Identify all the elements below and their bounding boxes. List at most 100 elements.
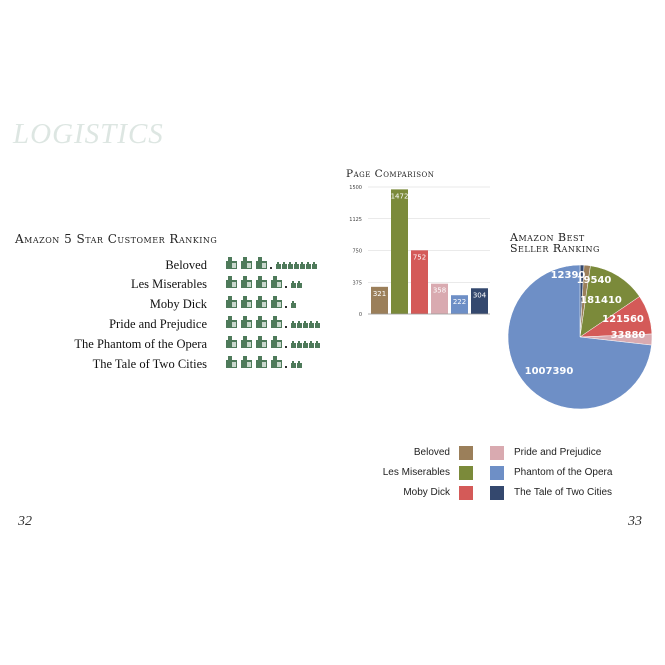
rating-block-icon xyxy=(226,296,237,308)
star-row-label-les-miserables: Les Miserables xyxy=(0,277,207,292)
rating-icons-svg xyxy=(226,335,336,349)
legend-swatch-les-miserables xyxy=(459,466,473,480)
rating-small-icon xyxy=(291,301,296,308)
pie-chart-title: Amazon Best Seller Ranking xyxy=(510,232,600,254)
pie-label-beloved: 19540 xyxy=(577,275,612,286)
rating-small-icon xyxy=(312,262,317,269)
rating-block-icon xyxy=(241,257,252,269)
rating-icons-svg xyxy=(226,355,336,369)
rating-small-icon xyxy=(291,321,296,328)
pie-label-phantom-of-the-opera: 1007390 xyxy=(525,366,574,377)
rating-small-icon xyxy=(309,341,314,348)
rating-separator-dot xyxy=(285,326,287,328)
rating-separator-dot xyxy=(285,346,287,348)
rating-icons-svg xyxy=(226,295,336,309)
rating-small-icon xyxy=(315,341,320,348)
rating-small-icon xyxy=(306,262,311,269)
legend-label-beloved: Beloved xyxy=(330,447,450,458)
rating-block-icon xyxy=(241,296,252,308)
rating-block-icon xyxy=(241,336,252,348)
rating-small-icon xyxy=(309,321,314,328)
rating-small-icon xyxy=(297,321,302,328)
rating-block-icon xyxy=(226,316,237,328)
bar-ytick-label: 1500 xyxy=(349,185,362,191)
page-comparison-bar-chart: 0 375 750 1125 1500 321 1472 752 358 222 304 xyxy=(340,180,495,322)
rating-block-icon xyxy=(226,356,237,368)
rating-block-icon xyxy=(271,296,282,308)
bar-ytick-label: 375 xyxy=(352,280,362,286)
bar-ytick-label: 750 xyxy=(352,249,362,255)
bar-value-label: 222 xyxy=(453,298,466,306)
star-row-label-tale-of-two-cities: The Tale of Two Cities xyxy=(0,357,207,372)
legend-swatch-tale-of-two-cities xyxy=(490,486,504,500)
rating-small-icon xyxy=(291,361,296,368)
rating-block-icon xyxy=(271,336,282,348)
star-row-label-moby-dick: Moby Dick xyxy=(0,297,207,312)
bar-value-label: 1472 xyxy=(391,192,409,200)
rating-small-icon xyxy=(282,262,287,269)
rating-icons-svg xyxy=(226,275,336,289)
rating-block-icon xyxy=(241,316,252,328)
rating-small-icon xyxy=(291,341,296,348)
legend-label-pride-and-prejudice: Pride and Prejudice xyxy=(514,447,601,458)
legend-label-tale-of-two-cities: The Tale of Two Cities xyxy=(514,487,612,498)
bar-value-label: 358 xyxy=(433,287,446,295)
rating-small-icon xyxy=(297,361,302,368)
star-row-icons-phantom-of-the-opera xyxy=(226,335,336,349)
rating-small-icon xyxy=(303,321,308,328)
star-row-label-pride-and-prejudice: Pride and Prejudice xyxy=(0,317,207,332)
rating-small-icon xyxy=(276,262,281,269)
rating-block-icon xyxy=(226,257,237,269)
bar-ytick-label: 1125 xyxy=(349,217,362,223)
star-row-label-beloved: Beloved xyxy=(0,258,207,273)
rating-separator-dot xyxy=(270,267,272,269)
star-row-icons-les-miserables xyxy=(226,275,336,289)
page-title: LOGISTICS xyxy=(13,118,164,151)
bar-value-label: 321 xyxy=(373,290,386,298)
rating-block-icon xyxy=(271,316,282,328)
legend-label-les-miserables: Les Miserables xyxy=(330,467,450,478)
rating-separator-dot xyxy=(285,366,287,368)
right-page-number: 33 xyxy=(628,514,642,530)
pie-title-line-2: Seller Ranking xyxy=(510,243,600,254)
bar-chart-title: Page Comparison xyxy=(346,168,434,180)
rating-block-icon xyxy=(256,356,267,368)
rating-block-icon xyxy=(256,257,267,269)
legend-swatch-moby-dick xyxy=(459,486,473,500)
rating-small-icon xyxy=(300,262,305,269)
rating-block-icon xyxy=(241,276,252,288)
bar-les-miserables xyxy=(391,189,408,314)
rating-small-icon xyxy=(288,262,293,269)
legend-label-moby-dick: Moby Dick xyxy=(330,487,450,498)
rating-small-icon xyxy=(297,341,302,348)
star-row-label-phantom-of-the-opera: The Phantom of the Opera xyxy=(0,337,207,352)
rating-small-icon xyxy=(294,262,299,269)
legend-label-phantom-of-the-opera: Phantom of the Opera xyxy=(514,467,612,478)
rating-block-icon xyxy=(256,336,267,348)
star-row-icons-beloved xyxy=(226,256,336,270)
pie-label-pride-and-prejudice: 33880 xyxy=(611,330,646,341)
rating-block-icon xyxy=(271,356,282,368)
rating-small-icon xyxy=(297,281,302,288)
pie-label-moby-dick: 121560 xyxy=(602,314,644,325)
bar-ytick-label: 0 xyxy=(359,312,362,318)
star-row-icons-tale-of-two-cities xyxy=(226,355,336,369)
rating-block-icon xyxy=(256,316,267,328)
rating-block-icon xyxy=(256,276,267,288)
rating-separator-dot xyxy=(285,286,287,288)
star-ranking-title: Amazon 5 Star Customer Ranking xyxy=(15,232,217,246)
rating-separator-dot xyxy=(285,306,287,308)
rating-small-icon xyxy=(303,341,308,348)
rating-small-icon xyxy=(315,321,320,328)
rating-block-icon xyxy=(256,296,267,308)
pie-label-les-miserables: 181410 xyxy=(580,295,622,306)
rating-block-icon xyxy=(226,276,237,288)
star-row-icons-pride-and-prejudice xyxy=(226,315,336,329)
legend-swatch-beloved xyxy=(459,446,473,460)
rating-icons-svg xyxy=(226,256,336,270)
left-page-number: 32 xyxy=(18,514,32,530)
rating-icons-svg xyxy=(226,315,336,329)
legend-swatch-pride-and-prejudice xyxy=(490,446,504,460)
rating-block-icon xyxy=(271,276,282,288)
